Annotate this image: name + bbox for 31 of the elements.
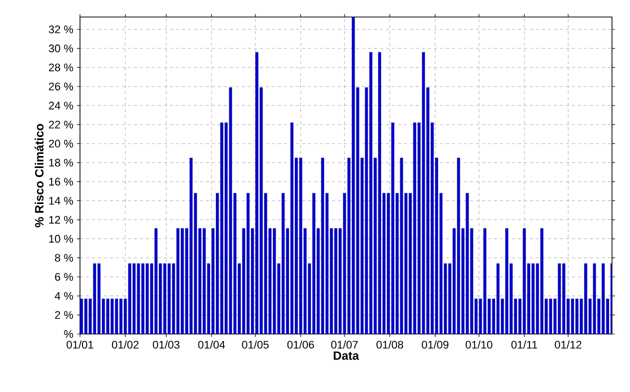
y-tick-label: 8 % [54,254,74,262]
y-tick-label: 30 % [48,44,74,52]
x-tick-label: 01/07 [331,340,358,349]
x-tick-label: 01/12 [554,340,582,349]
x-tick-label: 01/08 [376,340,404,349]
y-tick-label: 28 % [48,64,74,72]
y-tick-label: 14 % [49,196,74,205]
y-tick-label: 18 % [49,158,74,167]
y-tick-label: 24 % [48,102,74,110]
y-axis-title: % Risco Climático [34,124,44,228]
x-tick-label: 01/10 [466,340,492,349]
x-axis-title: Data [334,351,360,360]
y-tick-label: 20 % [48,140,74,148]
x-tick-label: 01/06 [287,340,314,349]
y-tick-label: 4 % [54,292,74,300]
y-tick-label: 2 % [55,311,74,319]
x-tick-label: 01/02 [112,340,139,349]
x-tick-label: 01/03 [152,340,180,349]
y-tick-label: 32 % [48,25,74,34]
x-tick-label: 01/11 [511,340,538,349]
y-tick-label: % [64,330,74,338]
y-tick-label: 6 % [55,273,74,281]
x-tick-label: 01/05 [242,340,269,349]
x-tick-label: 01/09 [422,340,448,349]
x-tick-label: 01/04 [198,340,225,349]
y-tick-label: 22 % [48,120,74,128]
y-tick-label: 12 % [49,216,74,224]
y-tick-label: 26 % [48,82,74,90]
y-tick-label: 16 % [49,178,74,186]
x-tick-label: 01/01 [66,340,94,349]
y-tick-label: 10 % [49,234,74,243]
